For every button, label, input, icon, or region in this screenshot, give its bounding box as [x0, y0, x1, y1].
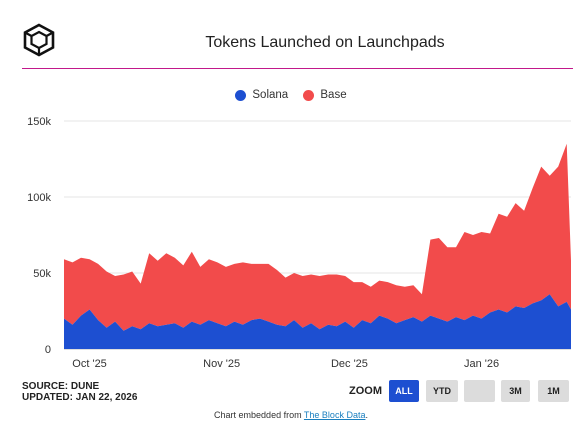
- zoom-3m-button[interactable]: 3M: [501, 380, 530, 402]
- source-note: SOURCE: DUNE UPDATED: JAN 22, 2026: [22, 381, 137, 403]
- chart-title: Tokens Launched on Launchpads: [205, 34, 445, 51]
- updated-label: UPDATED: JAN 22, 2026: [22, 392, 138, 403]
- embed-prefix: Chart embedded from: [214, 410, 304, 420]
- chart-legend: Solana Base: [0, 89, 582, 104]
- legend-label-solana: Solana: [252, 89, 289, 101]
- zoom-1m-button[interactable]: 1M: [538, 380, 569, 402]
- legend-label-base: Base: [320, 89, 347, 101]
- legend-item-solana[interactable]: Solana: [235, 89, 288, 101]
- legend-marker-base: [303, 89, 315, 101]
- title-divider: [22, 68, 573, 69]
- y-tick-label: 0: [45, 344, 51, 356]
- legend-marker-solana: [235, 89, 247, 101]
- the-block-data-link[interactable]: The Block Data: [303, 410, 366, 420]
- source-label: SOURCE: DUNE: [22, 381, 100, 392]
- zoom-ytd-button[interactable]: YTD: [426, 380, 458, 402]
- y-tick-label: 50k: [33, 268, 51, 280]
- legend-item-base[interactable]: Base: [303, 89, 347, 101]
- zoom-blank-button[interactable]: [464, 380, 495, 402]
- the-block-logo-icon: [23, 23, 55, 57]
- zoom-label: ZOOM: [349, 385, 382, 397]
- series-area-solana: [64, 294, 571, 349]
- x-tick-label: Nov '25: [203, 358, 240, 370]
- y-tick-label: 150k: [27, 116, 51, 128]
- x-tick-label: Jan '26: [464, 358, 499, 370]
- x-tick-label: Dec '25: [331, 358, 368, 370]
- y-tick-label: 100k: [27, 192, 51, 204]
- x-tick-label: Oct '25: [72, 358, 107, 370]
- embed-suffix: .: [365, 410, 368, 420]
- series-area-base: [64, 143, 571, 331]
- zoom-all-button[interactable]: ALL: [389, 380, 419, 402]
- embed-note: Chart embedded from The Block Data.: [0, 410, 582, 420]
